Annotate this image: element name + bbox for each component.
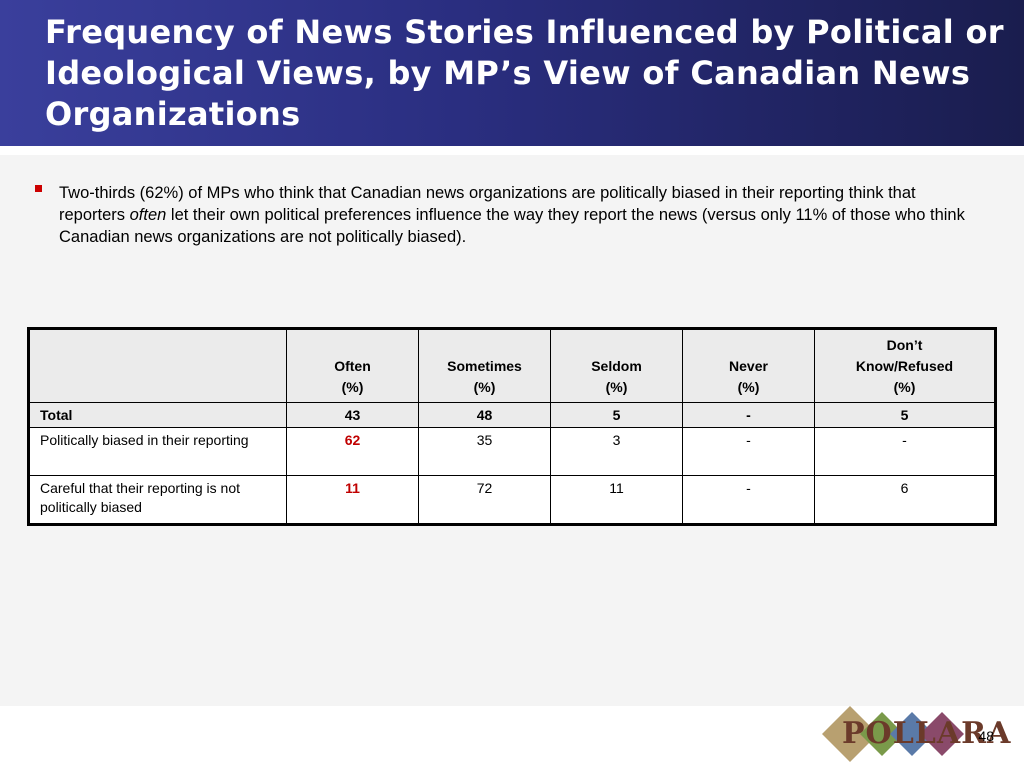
cell-value: 5 [814,402,996,428]
cell-value: - [814,427,996,476]
cell-value: 11 [550,475,683,525]
table-row: Careful that their reporting is not poli… [28,475,996,525]
bullet-text-part1: Two-thirds (62%) of MPs who think that C… [59,184,916,224]
slide-footer: POLLARA 48 [0,706,1024,768]
bullet-text-part2: let their own political preferences infl… [59,206,965,246]
slide-content: Two-thirds (62%) of MPs who think that C… [0,155,1024,706]
cell-value: 5 [550,402,683,428]
table-header-dont-know: Don’t Know/Refused (%) [814,328,996,403]
bullet-text: Two-thirds (62%) of MPs who think that C… [59,182,965,248]
logo-text: POLLARA [842,716,1012,751]
table-header-sometimes: Sometimes (%) [418,328,551,403]
page-number: 48 [978,728,994,744]
row-label-total: Total [28,402,287,428]
row-label-careful: Careful that their reporting is not poli… [28,475,287,525]
table-row: Politically biased in their reporting 62… [28,427,996,476]
table-header-row: Often (%) Sometimes (%) Seldom (%) Never (%)… [28,328,996,403]
row-label-biased: Politically biased in their reporting [28,427,287,476]
bullet-text-emphasis: often [129,206,167,224]
table-header-never: Never (%) [682,328,815,403]
table-header-empty [28,328,287,403]
cell-value: 6 [814,475,996,525]
cell-value: - [682,402,815,428]
bullet-point: Two-thirds (62%) of MPs who think that C… [35,182,965,248]
slide-header: Frequency of News Stories Influenced by … [0,0,1024,146]
cell-value: 3 [550,427,683,476]
cell-value-highlight: 11 [286,475,419,525]
cell-value: - [682,427,815,476]
slide-title: Frequency of News Stories Influenced by … [45,13,1004,133]
cell-value-highlight: 62 [286,427,419,476]
table-header-seldom: Seldom (%) [550,328,683,403]
cell-value: 48 [418,402,551,428]
table-row: Total 43 48 5 - 5 [28,402,996,428]
cell-value: - [682,475,815,525]
pollara-logo-icon [822,706,964,762]
cell-value: 43 [286,402,419,428]
cell-value: 72 [418,475,551,525]
table-header-often: Often (%) [286,328,419,403]
results-table: Often (%) Sometimes (%) Seldom (%) Never (%)… [27,327,997,526]
cell-value: 35 [418,427,551,476]
bullet-marker-icon [35,185,42,192]
